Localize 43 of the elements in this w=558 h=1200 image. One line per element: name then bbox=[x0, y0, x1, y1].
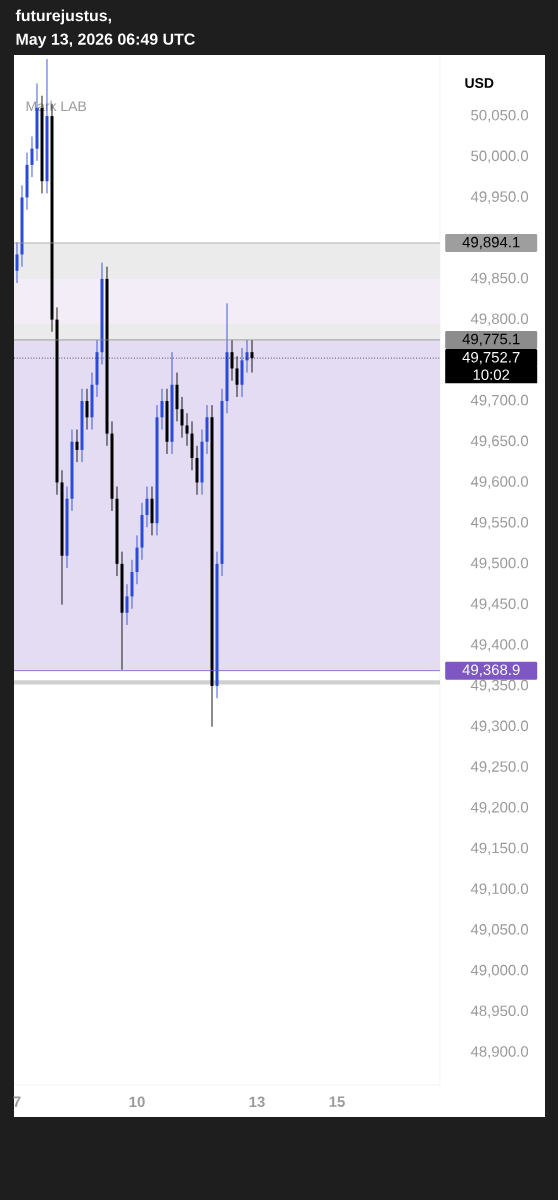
candlestick bbox=[185, 412, 189, 447]
candlestick bbox=[245, 339, 249, 373]
y-tick-label: 49,350.0 bbox=[470, 679, 529, 693]
y-tick-label: 49,300.0 bbox=[470, 720, 529, 733]
y-tick-label: 49,500.0 bbox=[470, 557, 529, 571]
y-tick-label: 49,100.0 bbox=[470, 883, 529, 896]
y-tick-label: 50,000.0 bbox=[471, 150, 529, 163]
y-tick-label: 49,450.0 bbox=[470, 598, 529, 611]
candlestick bbox=[145, 486, 149, 528]
x-tick-label: 13 bbox=[249, 1096, 265, 1108]
chart-title: futurejustus, bbox=[15, 9, 111, 25]
chart-subtitle: May 13, 2026 06:49 UTC bbox=[16, 33, 195, 48]
candlestick bbox=[180, 396, 184, 439]
y-tick-label: 49,050.0 bbox=[470, 924, 529, 937]
y-tick-label: 49,850.0 bbox=[470, 272, 529, 286]
candlestick bbox=[125, 583, 129, 626]
y-tick-label: 48,950.0 bbox=[470, 1005, 529, 1018]
y-tick-label: 48,900.0 bbox=[470, 1046, 529, 1059]
ref-line-label: 49,775.1 bbox=[462, 333, 520, 347]
y-tick-label: 49,400.0 bbox=[470, 639, 529, 652]
y-tick-label: 49,800.0 bbox=[470, 313, 529, 326]
y-tick-label: 49,600.0 bbox=[470, 476, 529, 489]
text: 10:02 bbox=[473, 369, 510, 380]
y-tick-label: 49,250.0 bbox=[470, 761, 529, 774]
candlestick bbox=[85, 388, 89, 430]
y-tick-label: 49,650.0 bbox=[470, 435, 529, 448]
x-tick-label: 10 bbox=[129, 1096, 145, 1108]
ref-line-label: 49,368.9 bbox=[462, 664, 520, 677]
candlestick bbox=[15, 241, 19, 284]
x-tick-label: 15 bbox=[329, 1096, 345, 1107]
y-tick-label: 49,700.0 bbox=[470, 394, 529, 408]
candlestick bbox=[30, 135, 34, 178]
candlestick bbox=[160, 388, 164, 430]
y-tick-label: 49,950.0 bbox=[470, 191, 529, 204]
y-tick-label: 49,550.0 bbox=[470, 516, 529, 530]
text: USD bbox=[465, 78, 494, 88]
y-tick-label: 49,000.0 bbox=[470, 964, 529, 978]
ref-line-label: 49,752.7 bbox=[462, 351, 520, 365]
y-tick-label: 49,150.0 bbox=[470, 842, 529, 856]
y-tick-label: 50,050.0 bbox=[471, 109, 529, 123]
candlestick bbox=[75, 429, 79, 463]
ref-line-label: 49,894.1 bbox=[462, 236, 520, 250]
y-tick-label: 49,200.0 bbox=[470, 801, 529, 815]
